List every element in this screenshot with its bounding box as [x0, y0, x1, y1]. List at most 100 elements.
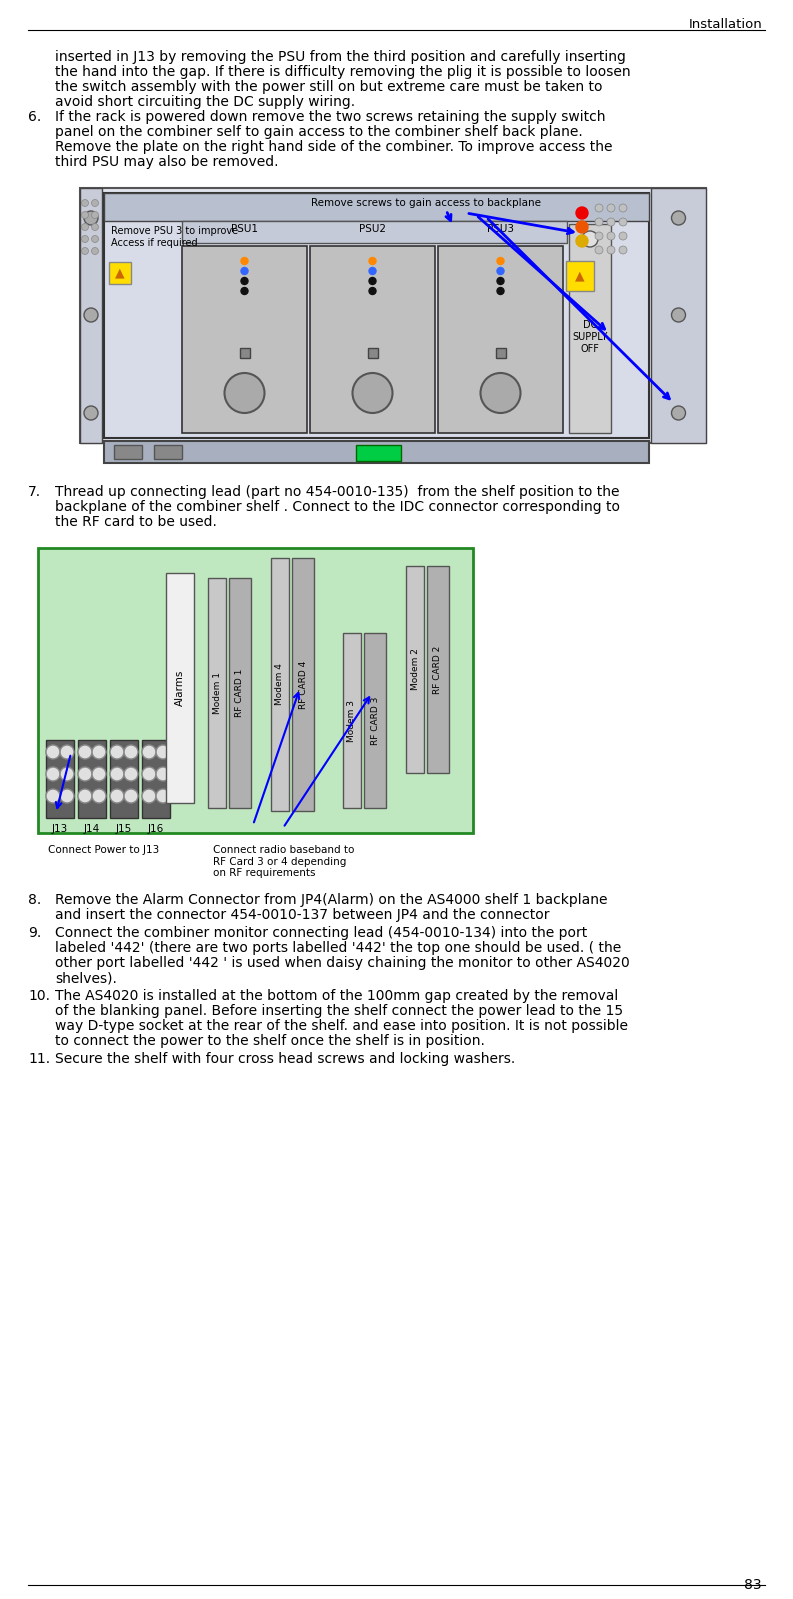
Circle shape: [595, 246, 603, 254]
Circle shape: [619, 232, 627, 240]
Bar: [651, 189, 706, 443]
Circle shape: [60, 745, 74, 760]
Circle shape: [46, 788, 60, 803]
Text: PSU2: PSU2: [359, 224, 386, 233]
Text: Secure the shelf with four cross head screws and locking washers.: Secure the shelf with four cross head sc…: [55, 1052, 515, 1067]
Circle shape: [91, 248, 98, 254]
Text: 9.: 9.: [28, 926, 41, 940]
Circle shape: [156, 788, 170, 803]
Text: backplane of the combiner shelf . Connect to the IDC connector corresponding to: backplane of the combiner shelf . Connec…: [55, 500, 620, 513]
Bar: [104, 441, 649, 464]
Circle shape: [82, 235, 89, 243]
Bar: [166, 572, 194, 803]
Circle shape: [672, 211, 685, 225]
Bar: [38, 548, 473, 833]
Text: J14: J14: [84, 823, 100, 835]
Circle shape: [78, 788, 92, 803]
Text: J15: J15: [116, 823, 132, 835]
Bar: [80, 189, 102, 443]
Circle shape: [91, 200, 98, 206]
Bar: [367, 349, 377, 358]
Circle shape: [91, 224, 98, 230]
Text: Modem 4: Modem 4: [275, 664, 285, 705]
Circle shape: [672, 309, 685, 321]
Bar: [569, 224, 611, 433]
Circle shape: [619, 246, 627, 254]
Circle shape: [497, 278, 504, 285]
Bar: [292, 558, 314, 811]
Circle shape: [369, 267, 376, 275]
Circle shape: [124, 745, 138, 760]
Bar: [142, 740, 170, 819]
Bar: [208, 577, 226, 807]
Text: the switch assembly with the power still on but extreme care must be taken to: the switch assembly with the power still…: [55, 80, 603, 94]
Text: inserted in J13 by removing the PSU from the third position and carefully insert: inserted in J13 by removing the PSU from…: [55, 50, 626, 64]
Text: Remove screws to gain access to backplane: Remove screws to gain access to backplan…: [311, 198, 541, 208]
Text: the RF card to be used.: the RF card to be used.: [55, 515, 216, 529]
Circle shape: [46, 768, 60, 780]
Circle shape: [576, 235, 588, 246]
Text: 8.: 8.: [28, 892, 41, 907]
Circle shape: [497, 267, 504, 275]
Text: shelves).: shelves).: [55, 971, 117, 985]
Text: PSU3: PSU3: [487, 224, 514, 233]
Text: avoid short circuiting the DC supply wiring.: avoid short circuiting the DC supply wir…: [55, 94, 355, 109]
Text: labeled '442' (there are two ports labelled '442' the top one should be used. ( : labeled '442' (there are two ports label…: [55, 940, 621, 955]
Circle shape: [60, 768, 74, 780]
Text: RF CARD 3: RF CARD 3: [370, 696, 380, 745]
Circle shape: [582, 230, 598, 246]
Circle shape: [142, 788, 156, 803]
Circle shape: [124, 788, 138, 803]
Bar: [438, 246, 563, 433]
Text: Modem 3: Modem 3: [347, 699, 357, 742]
Bar: [109, 262, 131, 285]
Circle shape: [241, 278, 248, 285]
Circle shape: [142, 745, 156, 760]
Circle shape: [60, 788, 74, 803]
Bar: [364, 633, 386, 807]
Circle shape: [607, 205, 615, 213]
Bar: [182, 221, 567, 243]
Circle shape: [481, 373, 520, 413]
Text: The AS4020 is installed at the bottom of the 100mm gap created by the removal: The AS4020 is installed at the bottom of…: [55, 990, 619, 1003]
Text: third PSU may also be removed.: third PSU may also be removed.: [55, 155, 278, 169]
Bar: [406, 566, 424, 772]
Text: Remove the Alarm Connector from JP4(Alarm) on the AS4000 shelf 1 backplane: Remove the Alarm Connector from JP4(Alar…: [55, 892, 607, 907]
Text: and insert the connector 454-0010-137 between JP4 and the connector: and insert the connector 454-0010-137 be…: [55, 908, 550, 923]
Bar: [356, 445, 401, 461]
Text: If the rack is powered down remove the two screws retaining the supply switch: If the rack is powered down remove the t…: [55, 110, 606, 125]
Text: Modem 1: Modem 1: [213, 672, 221, 715]
Circle shape: [91, 235, 98, 243]
Circle shape: [224, 373, 265, 413]
Text: J16: J16: [147, 823, 164, 835]
Bar: [114, 445, 142, 459]
Circle shape: [497, 288, 504, 294]
Circle shape: [576, 206, 588, 219]
Text: ▲: ▲: [115, 267, 125, 280]
Bar: [271, 558, 289, 811]
Circle shape: [595, 232, 603, 240]
Circle shape: [82, 200, 89, 206]
Bar: [154, 445, 182, 459]
Circle shape: [156, 745, 170, 760]
Circle shape: [92, 745, 106, 760]
Text: way D-type socket at the rear of the shelf. and ease into position. It is not po: way D-type socket at the rear of the she…: [55, 1019, 628, 1033]
Text: J13: J13: [52, 823, 68, 835]
Text: Installation: Installation: [688, 18, 762, 30]
Text: Alarms: Alarms: [175, 670, 185, 707]
Text: of the blanking panel. Before inserting the shelf connect the power lead to the : of the blanking panel. Before inserting …: [55, 1004, 623, 1019]
Bar: [104, 193, 649, 438]
Circle shape: [369, 257, 376, 264]
Bar: [229, 577, 251, 807]
Circle shape: [110, 788, 124, 803]
Circle shape: [369, 278, 376, 285]
Bar: [239, 349, 250, 358]
Text: Connect radio baseband to
RF Card 3 or 4 depending
on RF requirements: Connect radio baseband to RF Card 3 or 4…: [213, 844, 354, 878]
Text: Thread up connecting lead (part no 454-0010-135)  from the shelf position to the: Thread up connecting lead (part no 454-0…: [55, 484, 619, 499]
Circle shape: [84, 406, 98, 421]
Bar: [182, 246, 307, 433]
Circle shape: [241, 267, 248, 275]
Circle shape: [576, 221, 588, 233]
Circle shape: [46, 745, 60, 760]
Bar: [343, 633, 361, 807]
